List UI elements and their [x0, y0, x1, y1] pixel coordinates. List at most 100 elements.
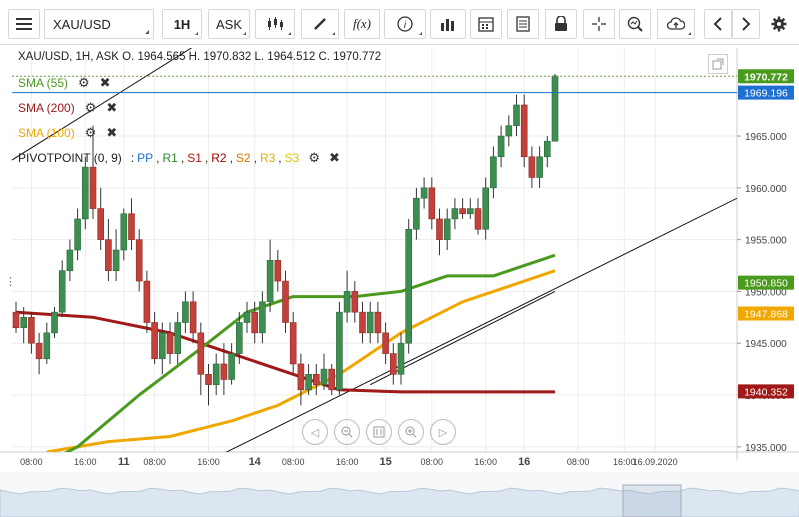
legend-sma55[interactable]: SMA (55) ⚙ ✖: [18, 75, 111, 91]
calendar-button[interactable]: [470, 9, 502, 39]
close-icon[interactable]: ✖: [99, 75, 111, 90]
pivot-r2: R2: [211, 151, 227, 165]
x-tick-label: 16:00: [197, 457, 220, 467]
zoom-in-icon: [405, 426, 417, 438]
candle-body: [128, 213, 135, 240]
candle-body: [497, 135, 505, 158]
timeframe-label: 1H: [173, 16, 191, 32]
upload-button[interactable]: [657, 9, 695, 39]
price-label: 1950.850: [744, 278, 788, 290]
info-icon: i: [397, 16, 413, 32]
y-tick-label: 1955.000: [745, 236, 787, 247]
price-label: 1970.772: [744, 71, 788, 83]
reset-zoom-button[interactable]: [366, 419, 392, 445]
candle-body: [466, 208, 474, 215]
zoom-out-button[interactable]: [334, 419, 360, 445]
pivot-sep: :: [130, 151, 135, 165]
x-tick-label: 08:00: [143, 457, 166, 467]
zoom-button[interactable]: [619, 9, 651, 39]
legend-sma100[interactable]: SMA (100) ⚙ ✖: [18, 125, 117, 141]
y-tick-label: 1965.000: [745, 132, 787, 143]
close-icon[interactable]: ✖: [328, 150, 340, 165]
candle-body: [474, 208, 482, 230]
candle-body: [336, 311, 343, 391]
close-icon[interactable]: ✖: [106, 125, 118, 140]
x-tick-label: 08:00: [567, 457, 590, 467]
scroll-left-button[interactable]: [704, 9, 732, 39]
candle-body: [189, 301, 197, 334]
candle-body: [443, 218, 451, 240]
candle-body: [43, 332, 51, 360]
pivot-pp: PP: [137, 151, 154, 165]
expand-icon: [712, 58, 724, 70]
price-label: 1940.352: [744, 386, 788, 398]
drawing-tools-button[interactable]: [301, 9, 339, 39]
legend-pivotpoint[interactable]: PIVOTPOINT (0, 9) : PP, R1, S1, R2, S2, …: [18, 150, 340, 165]
candle-body: [389, 353, 397, 375]
pencil-icon: [314, 18, 326, 30]
lock-icon: [555, 16, 567, 31]
candle-body: [197, 332, 205, 375]
news-button[interactable]: [507, 9, 539, 39]
candle-body: [205, 374, 212, 385]
gear-icon[interactable]: ⚙: [78, 75, 90, 90]
candle-body: [266, 260, 274, 303]
x-tick-label: 16:00: [336, 457, 359, 467]
candle-body: [343, 291, 351, 313]
ohlc-header: XAU/USD, 1H, ASK O. 1964.565 H. 1970.832…: [18, 51, 382, 63]
candle-body: [97, 208, 104, 240]
candle-body: [243, 311, 251, 323]
pivot-s1: S1: [187, 151, 202, 165]
pivot-r3: R3: [259, 151, 276, 165]
expand-button[interactable]: [708, 54, 728, 74]
bar-chart-icon: [441, 19, 454, 31]
document-icon: [516, 16, 530, 32]
candle-body: [12, 311, 20, 328]
candle-body: [374, 311, 382, 334]
legend-sma200[interactable]: SMA (200) ⚙ ✖: [18, 100, 117, 116]
candle-body: [520, 104, 528, 158]
scroll-left-circle-button[interactable]: ◁: [302, 419, 328, 445]
y-tick-label: 1960.000: [745, 184, 787, 195]
y-tick-label: 1945.000: [745, 339, 787, 350]
gear-icon[interactable]: ⚙: [308, 150, 320, 165]
y-tick-label: 1935.000: [745, 443, 787, 454]
crosshair-button[interactable]: [583, 9, 615, 39]
candle-body: [20, 317, 28, 328]
pivot-r1: R1: [162, 151, 178, 165]
indicators-button[interactable]: f(x): [344, 9, 380, 39]
candle-body: [428, 187, 436, 220]
price-type-selector[interactable]: ASK: [208, 9, 250, 39]
menu-button[interactable]: [8, 9, 40, 39]
chart-type-button[interactable]: [255, 9, 295, 39]
crosshair-icon: [592, 17, 606, 31]
x-tick-label: 08:00: [20, 457, 43, 467]
x-tick-label: 16:00: [74, 457, 97, 467]
close-icon[interactable]: ✖: [106, 100, 118, 115]
navigator[interactable]: [0, 472, 799, 517]
legend-sma200-label: SMA (200): [18, 101, 75, 115]
x-tick-label: 16:00: [613, 457, 636, 467]
svg-text:i: i: [404, 20, 407, 31]
gear-icon[interactable]: ⚙: [84, 100, 97, 115]
candle-body: [490, 156, 497, 189]
candle-body: [289, 322, 297, 365]
candle-body: [328, 368, 336, 391]
price-type-label: ASK: [215, 16, 242, 32]
toolbar: XAU/USD 1H ASK f(x) i: [0, 0, 799, 45]
timeframe-selector[interactable]: 1H: [162, 9, 202, 39]
zoom-in-button[interactable]: [398, 419, 424, 445]
info-button[interactable]: i: [384, 9, 426, 39]
navigator-window: [622, 484, 682, 517]
settings-button[interactable]: [765, 9, 793, 39]
y-axis: 1965.000 1960.000 1955.000 1950.000 1945.000…: [5, 69, 794, 454]
candle-body: [513, 104, 520, 126]
volume-button[interactable]: [430, 9, 466, 39]
price-chart[interactable]: 1965.000 1960.000 1955.000 1950.000 1945.000…: [0, 44, 799, 517]
gear-icon[interactable]: ⚙: [84, 125, 97, 140]
symbol-selector[interactable]: XAU/USD: [44, 9, 154, 39]
scroll-right-circle-button[interactable]: ▷: [430, 419, 456, 445]
scroll-right-button[interactable]: [732, 9, 760, 39]
lock-button[interactable]: [545, 9, 577, 39]
candle-body: [297, 363, 305, 391]
